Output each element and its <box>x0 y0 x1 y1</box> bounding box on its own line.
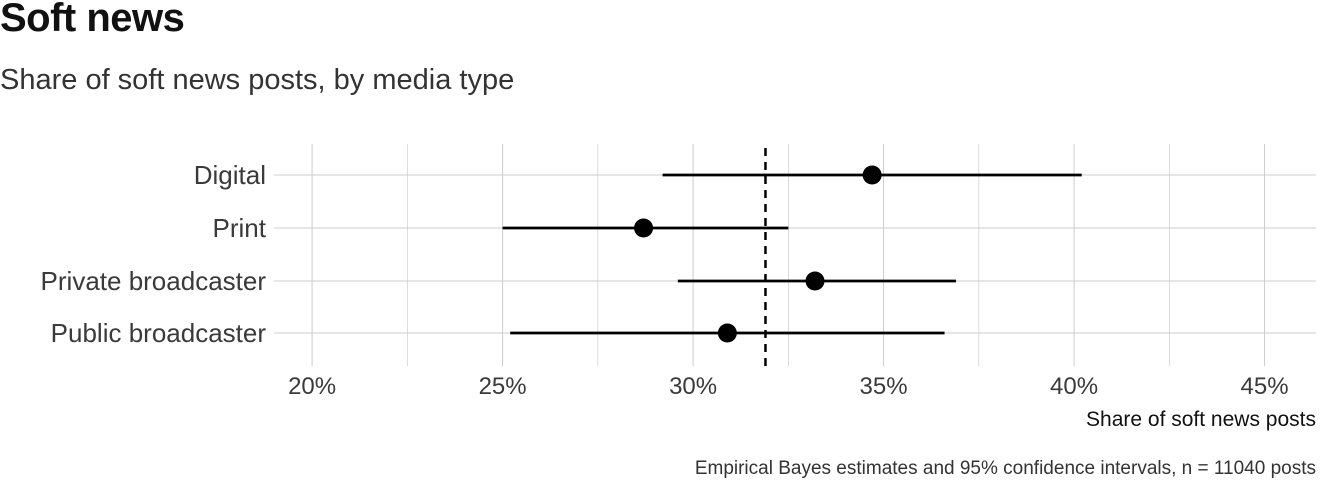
estimate-points <box>634 165 882 343</box>
x-tick-label: 20% <box>288 373 336 400</box>
x-tick-labels: 20% 25% 30% 35% 40% 45% <box>288 373 1289 400</box>
chart-subtitle: Share of soft news posts, by media type <box>0 64 515 96</box>
x-tick-label: 40% <box>1050 373 1098 400</box>
x-tick-label: 30% <box>669 373 717 400</box>
estimate-point <box>862 165 882 185</box>
estimate-point <box>634 218 654 238</box>
x-tick-label: 25% <box>479 373 527 400</box>
estimate-point <box>717 323 737 343</box>
category-label: Digital <box>194 160 266 190</box>
x-tick-label: 45% <box>1241 373 1289 400</box>
category-label: Public broadcaster <box>51 318 267 348</box>
x-axis-title: Share of soft news posts <box>1086 408 1316 431</box>
category-label: Print <box>213 213 267 243</box>
chart-title: Soft news <box>0 0 185 40</box>
chart-caption: Empirical Bayes estimates and 95% confid… <box>695 458 1316 479</box>
x-tick-label: 35% <box>860 373 908 400</box>
category-labels: Digital Print Private broadcaster Public br… <box>41 160 267 348</box>
category-label: Private broadcaster <box>41 266 267 296</box>
estimate-point <box>805 271 825 291</box>
confidence-intervals <box>502 173 1082 335</box>
